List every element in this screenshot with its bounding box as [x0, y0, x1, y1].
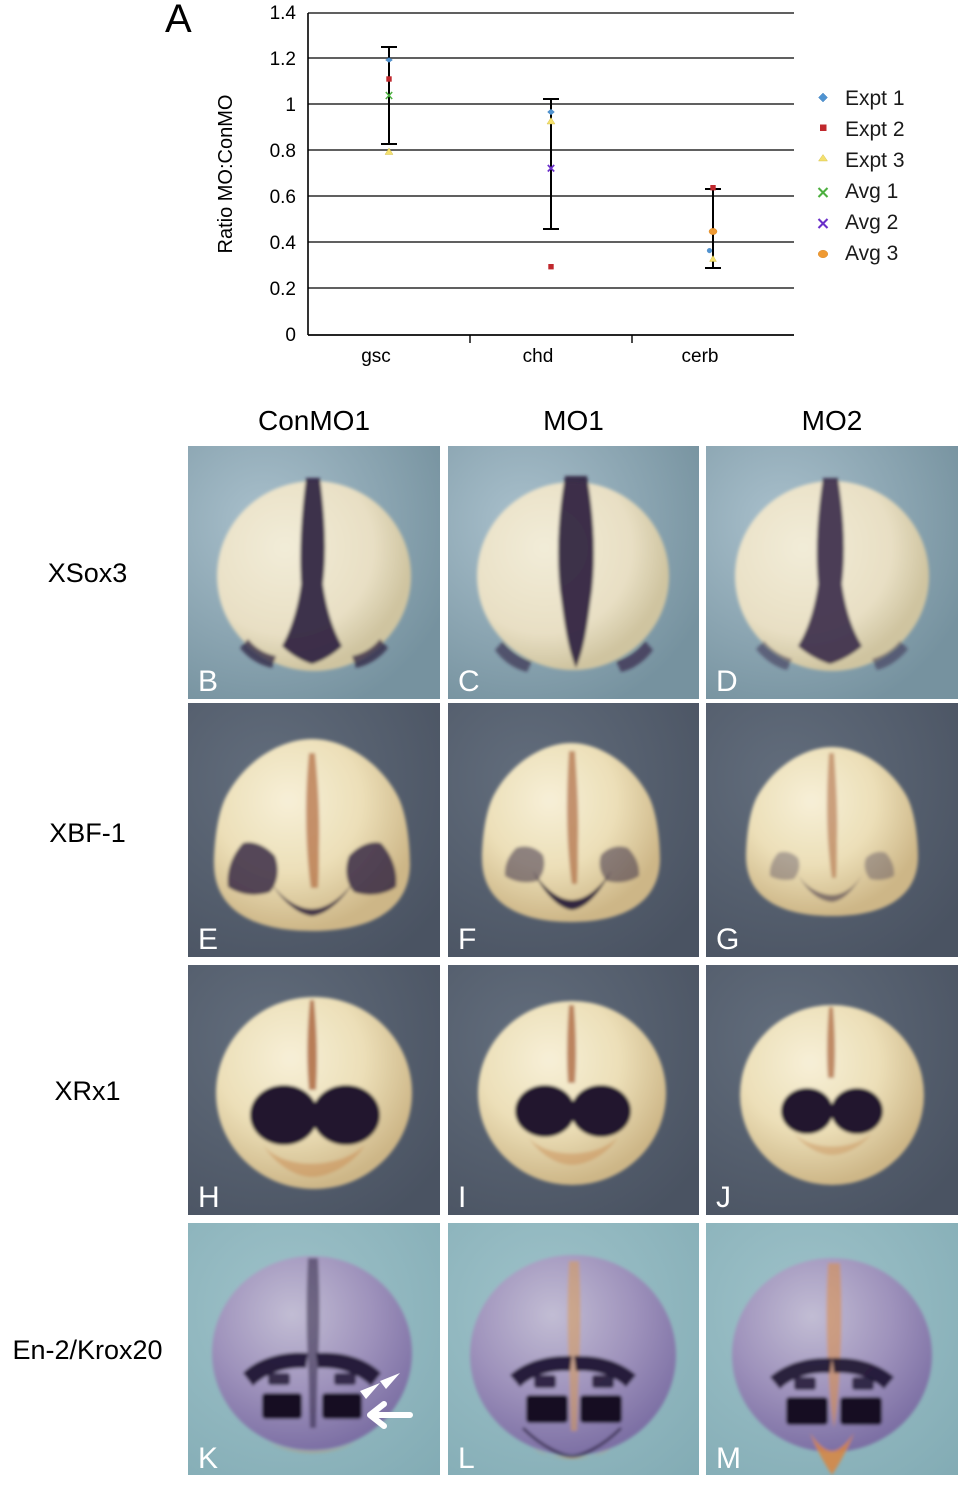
svg-text:C: C	[458, 665, 480, 698]
svg-text:F: F	[458, 923, 476, 956]
svg-text:G: G	[716, 923, 739, 956]
svg-text:D: D	[716, 665, 738, 698]
svg-text:M: M	[716, 1442, 741, 1475]
svg-text:J: J	[716, 1181, 731, 1214]
svg-text:K: K	[198, 1442, 218, 1475]
svg-text:I: I	[458, 1181, 466, 1214]
svg-text:L: L	[458, 1442, 475, 1475]
svg-text:B: B	[198, 665, 218, 698]
svg-text:E: E	[198, 923, 218, 956]
svg-text:H: H	[198, 1181, 220, 1214]
